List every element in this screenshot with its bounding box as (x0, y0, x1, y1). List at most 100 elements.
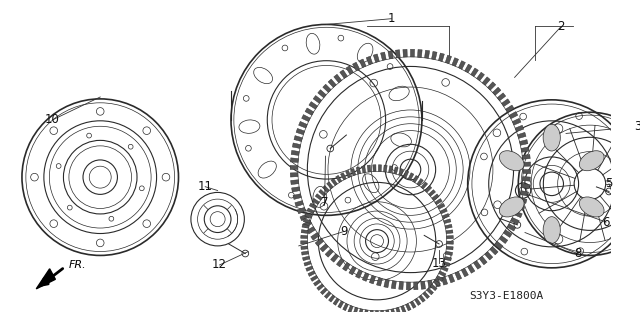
Polygon shape (323, 185, 330, 192)
Polygon shape (293, 194, 301, 199)
Polygon shape (399, 168, 404, 176)
Polygon shape (367, 165, 371, 172)
Text: 8: 8 (574, 247, 581, 260)
Polygon shape (523, 162, 531, 166)
Polygon shape (499, 236, 508, 243)
Polygon shape (325, 249, 333, 257)
Polygon shape (294, 136, 302, 142)
Polygon shape (435, 198, 442, 205)
Polygon shape (373, 165, 376, 172)
Text: 2: 2 (557, 20, 565, 33)
Polygon shape (316, 194, 323, 200)
Ellipse shape (543, 217, 560, 243)
Text: 6: 6 (602, 216, 610, 228)
Polygon shape (442, 213, 449, 219)
Polygon shape (435, 278, 440, 287)
Polygon shape (313, 95, 322, 103)
Polygon shape (376, 278, 383, 286)
Polygon shape (346, 170, 351, 178)
Polygon shape (320, 244, 328, 252)
Polygon shape (423, 292, 429, 299)
Polygon shape (303, 256, 310, 261)
Polygon shape (307, 208, 314, 213)
Polygon shape (445, 251, 452, 256)
Polygon shape (394, 167, 398, 174)
Polygon shape (417, 179, 423, 186)
Polygon shape (522, 154, 530, 159)
Polygon shape (301, 241, 307, 244)
Polygon shape (522, 184, 530, 189)
Ellipse shape (499, 151, 524, 171)
Polygon shape (410, 301, 416, 308)
Polygon shape (351, 168, 356, 176)
Polygon shape (513, 118, 521, 125)
Polygon shape (301, 251, 308, 255)
Polygon shape (467, 265, 475, 273)
Text: 10: 10 (45, 113, 60, 126)
Polygon shape (495, 241, 503, 249)
Polygon shape (516, 204, 525, 211)
Polygon shape (304, 261, 311, 266)
Polygon shape (399, 282, 403, 290)
Polygon shape (335, 175, 342, 182)
Polygon shape (518, 132, 526, 138)
Polygon shape (479, 256, 487, 265)
Polygon shape (305, 108, 314, 115)
Polygon shape (455, 271, 461, 280)
Polygon shape (520, 191, 529, 196)
Polygon shape (301, 235, 308, 239)
Polygon shape (432, 194, 439, 200)
Polygon shape (292, 187, 300, 192)
Polygon shape (497, 93, 506, 101)
Polygon shape (521, 147, 529, 152)
Polygon shape (429, 190, 435, 196)
Ellipse shape (579, 197, 604, 217)
Polygon shape (440, 208, 447, 214)
Polygon shape (291, 180, 299, 185)
Polygon shape (515, 125, 524, 132)
Polygon shape (391, 281, 396, 289)
Polygon shape (384, 279, 389, 288)
Polygon shape (340, 70, 348, 78)
Polygon shape (493, 87, 501, 95)
Ellipse shape (499, 197, 524, 217)
Polygon shape (396, 308, 401, 315)
Polygon shape (408, 173, 414, 180)
Polygon shape (433, 280, 440, 286)
Polygon shape (383, 165, 387, 172)
Polygon shape (305, 213, 312, 219)
Polygon shape (504, 230, 512, 237)
Polygon shape (381, 310, 384, 317)
Polygon shape (296, 129, 305, 135)
Polygon shape (36, 269, 56, 289)
Text: S3Y3-E1800A: S3Y3-E1800A (468, 292, 543, 301)
Polygon shape (427, 288, 433, 295)
Polygon shape (338, 301, 344, 308)
Polygon shape (342, 263, 350, 271)
Polygon shape (420, 281, 426, 289)
Polygon shape (312, 198, 319, 204)
Polygon shape (297, 207, 306, 214)
Polygon shape (328, 295, 335, 302)
Polygon shape (438, 203, 445, 209)
Polygon shape (452, 58, 459, 66)
Polygon shape (388, 166, 393, 173)
Polygon shape (458, 61, 465, 69)
Polygon shape (511, 218, 519, 225)
Polygon shape (413, 175, 419, 183)
Polygon shape (309, 203, 317, 209)
Polygon shape (340, 173, 346, 180)
Polygon shape (333, 298, 339, 305)
Polygon shape (506, 105, 514, 113)
Polygon shape (301, 246, 308, 249)
Polygon shape (315, 238, 324, 246)
Polygon shape (396, 50, 400, 58)
Polygon shape (346, 66, 353, 74)
Polygon shape (358, 309, 363, 316)
Polygon shape (410, 49, 415, 57)
Polygon shape (306, 266, 313, 271)
Polygon shape (388, 51, 393, 59)
Polygon shape (307, 226, 316, 234)
Text: 7: 7 (321, 197, 328, 210)
Text: 11: 11 (198, 180, 212, 193)
